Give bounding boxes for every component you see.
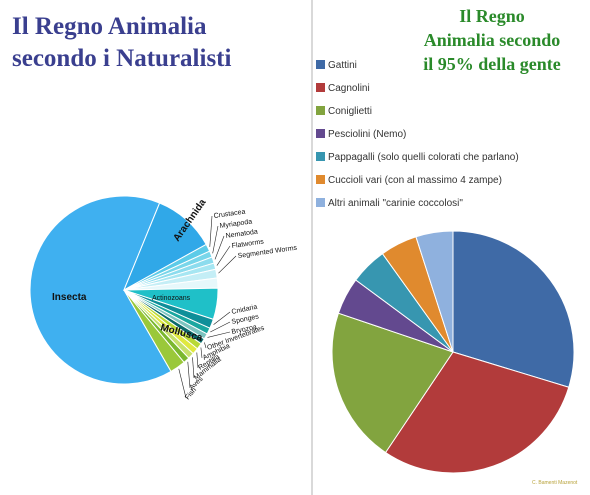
legend-swatch-cuccioli-vari-con-al-massimo-4-zampe [316, 175, 325, 184]
pie-label-crustacea: Crustacea [213, 209, 246, 220]
pie-label-actinozoans: Actinozoans [152, 295, 191, 302]
pie-label-myriapoda: Myriapoda [219, 218, 252, 229]
pie-leader-amphibia [200, 347, 203, 359]
pie-leader-crustacea [209, 215, 213, 247]
pie-label-flatworms: Flatworms [231, 238, 264, 249]
pie-slice-cagnolini [384, 351, 570, 474]
pie-leader-other-invertebrates [204, 342, 207, 349]
credit-text: C. Bamenti Mazenot [532, 480, 578, 486]
legend-swatch-coniglietti [316, 106, 325, 115]
right-title-line-3: il 95% della gente [423, 54, 561, 74]
popular-pie-chart [331, 230, 575, 474]
pie-slice-gattini [452, 230, 575, 388]
pie-leader-segmented-worms [218, 255, 237, 274]
legend-label-altri-animali-carinie-coccolosi: Altri animali "carinie coccolosi" [328, 198, 463, 209]
left-title-line-1: Il Regno Animalia [12, 13, 207, 40]
right-title-line-2: Animalia secondo [424, 30, 561, 50]
pie-label-nematoda: Nematoda [225, 229, 258, 240]
legend-label-coniglietti: Coniglietti [328, 106, 372, 117]
right-title-line-1: Il Regno [459, 6, 525, 26]
left-title-line-2: secondo i Naturalisti [12, 45, 232, 72]
pie-slice-altri-animali-carinie-coccolosi [415, 230, 454, 353]
legend-swatch-cagnolini [316, 83, 325, 92]
legend-label-pappagalli-solo-quelli-colorati-che-parlano: Pappagalli (solo quelli colorati che par… [328, 152, 519, 163]
legend-label-pesciolini-nemo: Pesciolini (Nemo) [328, 129, 406, 140]
pie-leader-fish [178, 368, 187, 399]
legend-swatch-pesciolini-nemo [316, 129, 325, 138]
pie-leader-sponges [210, 321, 231, 333]
pie-leader-reptilia [196, 352, 199, 369]
pie-slice-coniglietti [331, 312, 454, 454]
pie-slice-insecta [29, 195, 172, 385]
legend-label-gattini: Gattini [328, 60, 357, 71]
legend-label-cuccioli-vari-con-al-massimo-4-zampe: Cuccioli vari (con al massimo 4 zampe) [328, 175, 502, 186]
pie-leader-mammalia [192, 357, 195, 379]
pie-leader-aves [187, 361, 191, 389]
legend-swatch-gattini [316, 60, 325, 69]
legend-swatch-pappagalli-solo-quelli-colorati-che-parlano [316, 152, 325, 161]
legend-label-cagnolini: Cagnolini [328, 83, 370, 94]
popular-pie-legend: Gattini Cagnolini Coniglietti Pesciolini (N… [316, 60, 519, 209]
pie-leader-nematoda [214, 235, 225, 260]
legend-swatch-altri-animali-carinie-coccolosi [316, 198, 325, 207]
pie-leader-bryozoa [207, 331, 231, 338]
naturalists-pie-chart [29, 195, 219, 385]
pie-label-insecta: Insecta [52, 292, 87, 303]
pie-slice-fish [123, 289, 185, 373]
pie-leader-myriapoda [212, 225, 219, 254]
pie-leader-cnidaria [213, 311, 231, 325]
pie-leader-flatworms [216, 245, 231, 266]
